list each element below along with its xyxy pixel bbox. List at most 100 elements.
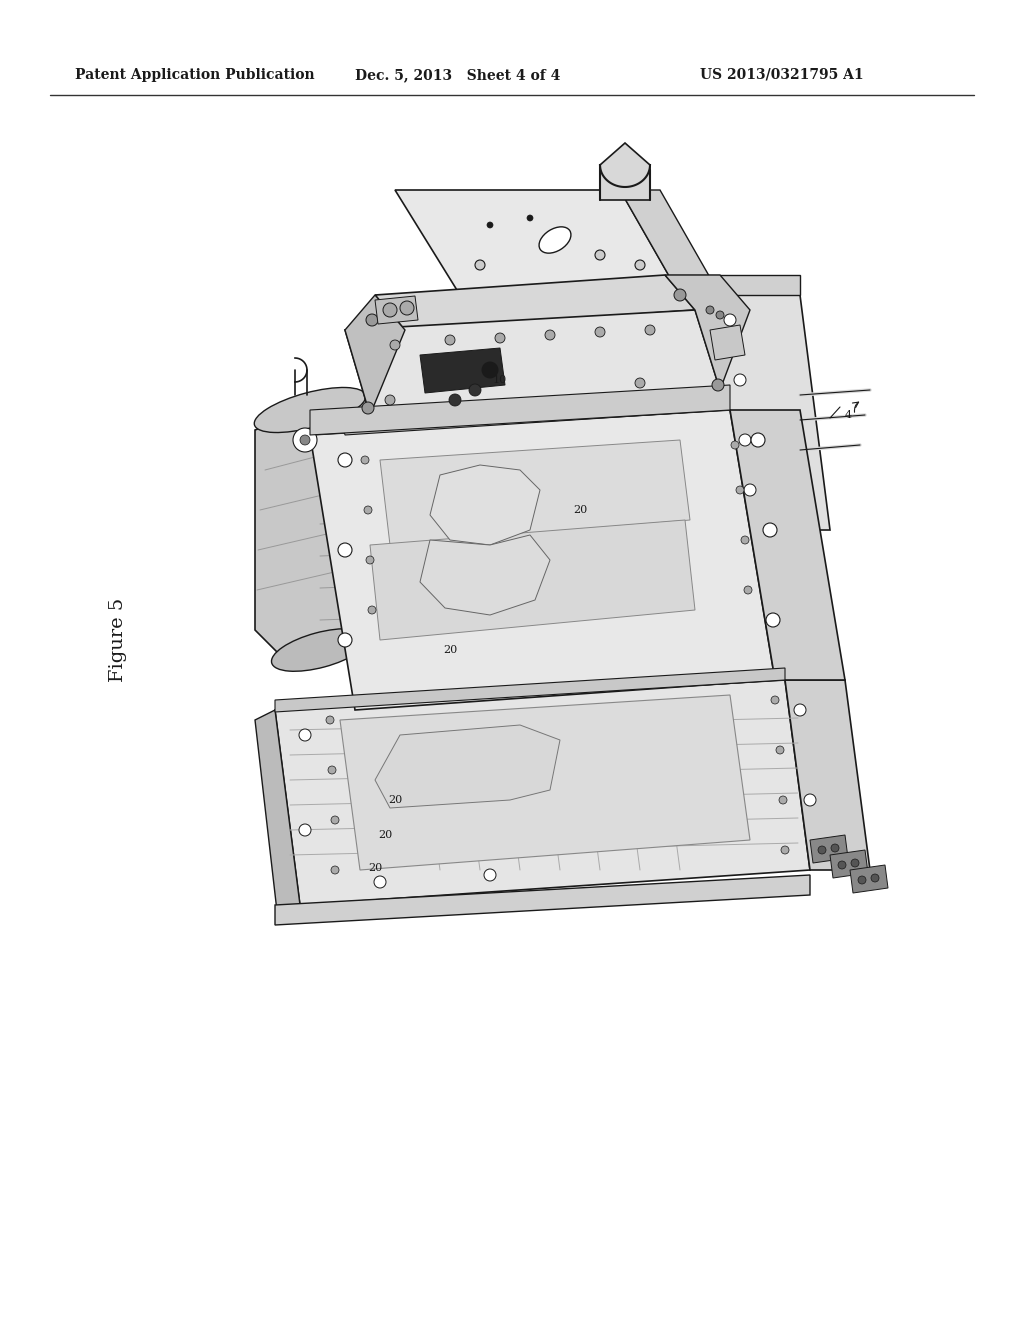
Circle shape [712, 379, 724, 391]
Polygon shape [620, 190, 720, 294]
Circle shape [734, 374, 746, 385]
Circle shape [794, 704, 806, 715]
Circle shape [299, 729, 311, 741]
Circle shape [338, 543, 352, 557]
Circle shape [299, 824, 311, 836]
Polygon shape [665, 275, 800, 294]
Circle shape [362, 403, 374, 414]
Circle shape [484, 869, 496, 880]
Circle shape [635, 378, 645, 388]
Circle shape [635, 260, 645, 271]
Circle shape [763, 523, 777, 537]
Circle shape [390, 341, 400, 350]
Text: US 2013/0321795 A1: US 2013/0321795 A1 [700, 69, 863, 82]
Polygon shape [370, 520, 695, 640]
Circle shape [751, 433, 765, 447]
Polygon shape [850, 865, 888, 894]
Circle shape [674, 289, 686, 301]
Polygon shape [600, 143, 650, 201]
Circle shape [361, 455, 369, 465]
Polygon shape [310, 385, 730, 436]
Polygon shape [785, 680, 870, 870]
Polygon shape [420, 348, 505, 393]
Polygon shape [275, 668, 785, 711]
Polygon shape [310, 411, 775, 710]
Polygon shape [730, 411, 845, 680]
Polygon shape [420, 535, 550, 615]
Circle shape [744, 586, 752, 594]
Circle shape [831, 843, 839, 851]
Polygon shape [255, 389, 395, 660]
Text: 20: 20 [388, 795, 402, 805]
Circle shape [300, 436, 310, 445]
Polygon shape [695, 294, 830, 531]
Circle shape [368, 606, 376, 614]
Circle shape [771, 696, 779, 704]
Text: 10: 10 [493, 375, 507, 385]
Circle shape [469, 384, 481, 396]
Circle shape [739, 434, 751, 446]
Circle shape [736, 486, 744, 494]
Text: 20: 20 [572, 506, 587, 515]
Circle shape [838, 861, 846, 869]
Circle shape [851, 859, 859, 867]
Polygon shape [380, 440, 690, 545]
Circle shape [475, 260, 485, 271]
Circle shape [744, 484, 756, 496]
Circle shape [366, 556, 374, 564]
Polygon shape [375, 275, 695, 330]
Polygon shape [275, 680, 810, 906]
Polygon shape [345, 310, 720, 414]
Circle shape [724, 314, 736, 326]
Circle shape [400, 301, 414, 315]
Circle shape [595, 249, 605, 260]
Circle shape [331, 816, 339, 824]
Circle shape [706, 306, 714, 314]
Circle shape [818, 846, 826, 854]
Circle shape [331, 866, 339, 874]
Circle shape [366, 314, 378, 326]
Circle shape [741, 536, 749, 544]
Circle shape [385, 395, 395, 405]
Circle shape [766, 612, 780, 627]
Circle shape [445, 335, 455, 345]
Circle shape [781, 846, 790, 854]
Circle shape [858, 876, 866, 884]
Text: 20: 20 [442, 645, 457, 655]
Circle shape [374, 876, 386, 888]
Circle shape [293, 428, 317, 451]
Ellipse shape [271, 628, 369, 672]
Polygon shape [830, 850, 868, 878]
Circle shape [527, 215, 534, 220]
Circle shape [716, 312, 724, 319]
Text: 4: 4 [845, 411, 852, 420]
Polygon shape [345, 294, 406, 414]
Circle shape [776, 746, 784, 754]
Circle shape [779, 796, 787, 804]
Polygon shape [375, 296, 418, 323]
Circle shape [545, 330, 555, 341]
Circle shape [487, 222, 493, 228]
Text: 20: 20 [378, 830, 392, 840]
Circle shape [595, 327, 605, 337]
Circle shape [731, 441, 739, 449]
Circle shape [871, 874, 879, 882]
Circle shape [328, 766, 336, 774]
Circle shape [449, 393, 461, 407]
Circle shape [326, 715, 334, 723]
Circle shape [383, 304, 397, 317]
Circle shape [364, 506, 372, 513]
Polygon shape [430, 465, 540, 545]
Text: Patent Application Publication: Patent Application Publication [75, 69, 314, 82]
Polygon shape [395, 190, 680, 294]
Text: Figure 5: Figure 5 [109, 598, 127, 682]
Circle shape [495, 333, 505, 343]
Ellipse shape [539, 227, 571, 253]
Circle shape [804, 795, 816, 807]
Polygon shape [275, 875, 810, 925]
Polygon shape [340, 696, 750, 870]
Text: Dec. 5, 2013   Sheet 4 of 4: Dec. 5, 2013 Sheet 4 of 4 [355, 69, 560, 82]
Ellipse shape [254, 388, 366, 433]
Polygon shape [375, 725, 560, 808]
Circle shape [338, 453, 352, 467]
